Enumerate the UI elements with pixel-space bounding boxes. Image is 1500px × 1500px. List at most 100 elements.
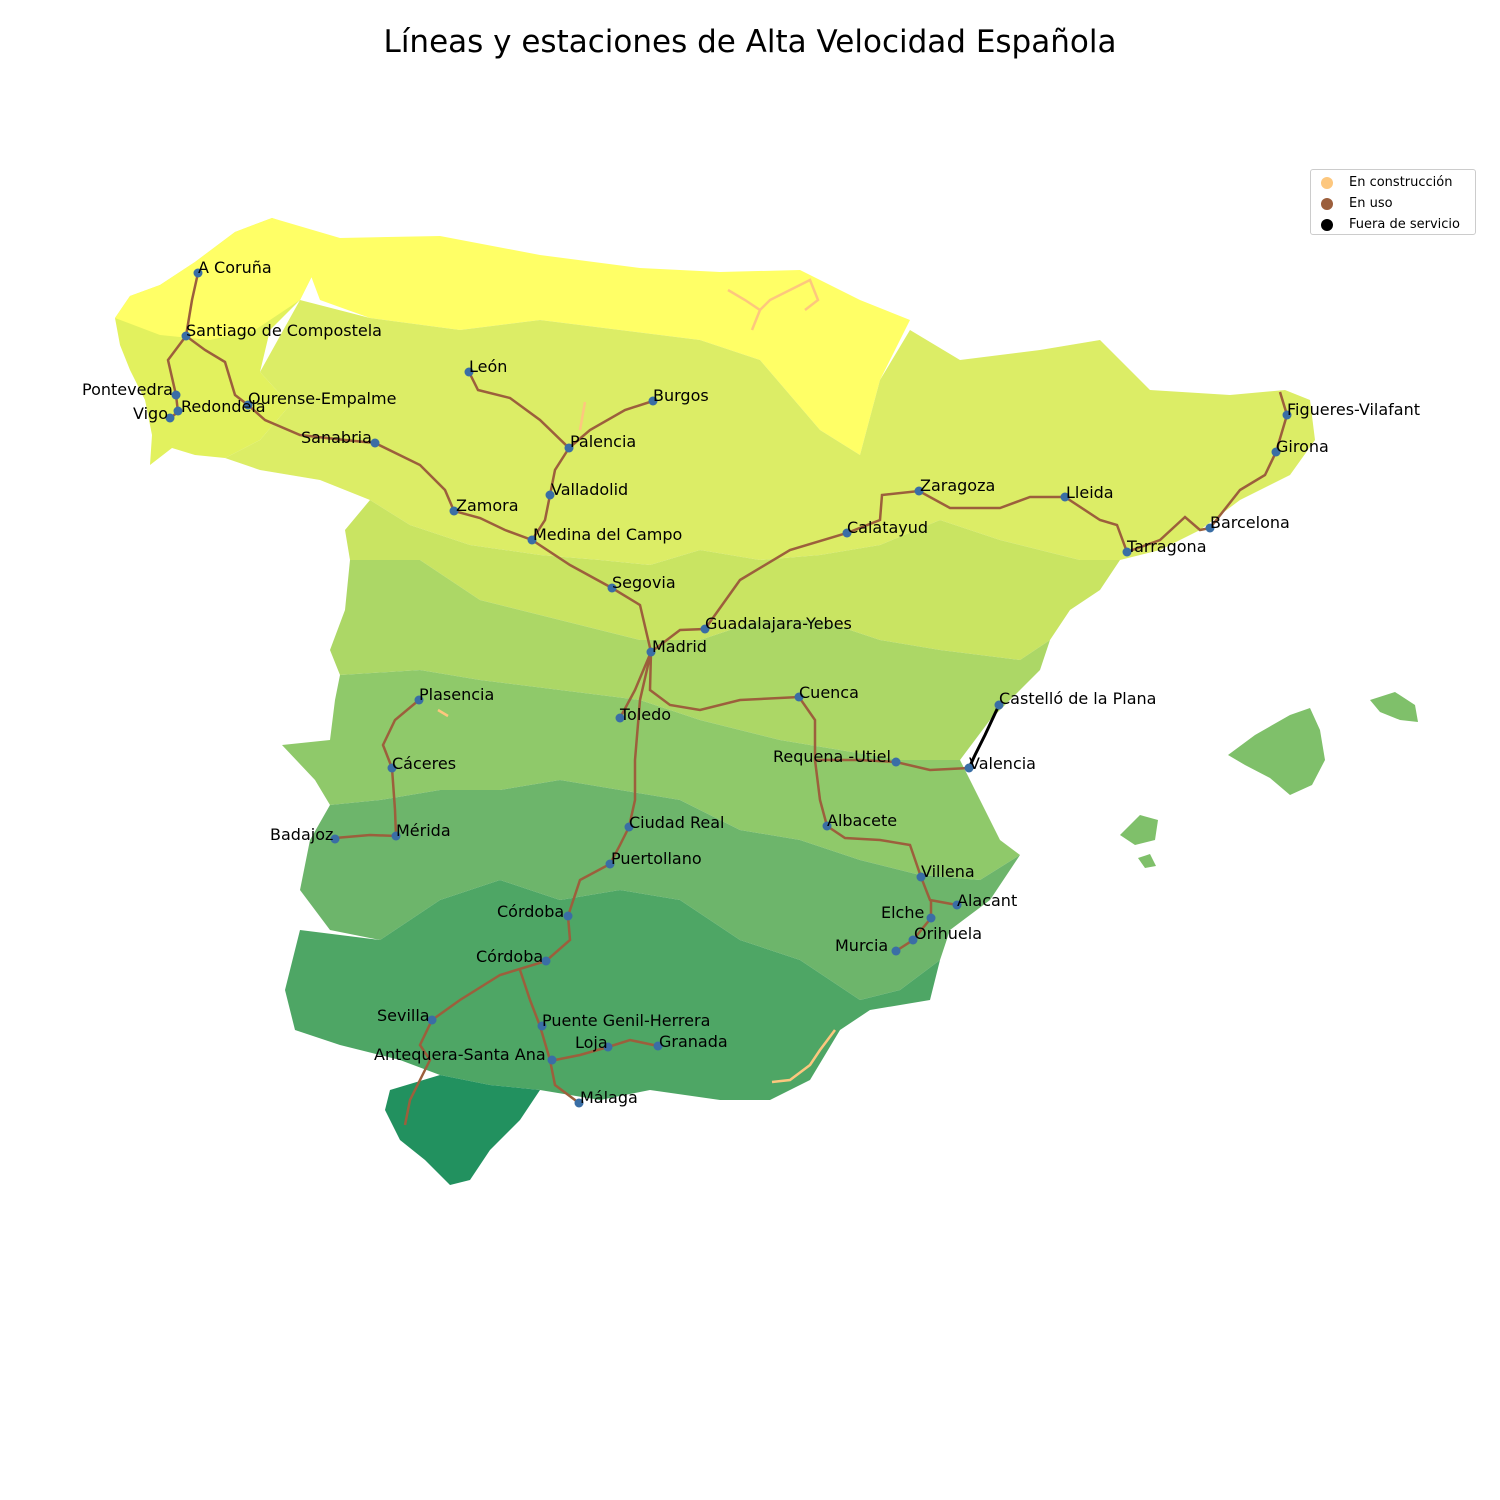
page-title: Líneas y estaciones de Alta Velocidad Es… [383, 24, 1117, 60]
station-dot[interactable] [563, 911, 573, 921]
region-mallorca [1228, 708, 1325, 795]
station-dot[interactable] [646, 647, 656, 657]
station-dot[interactable] [193, 268, 203, 278]
legend-item-en-construccion: En construcción [1317, 172, 1469, 193]
station-dot[interactable] [414, 695, 424, 705]
station-dot[interactable] [624, 822, 634, 832]
station-dot[interactable] [952, 900, 962, 910]
station-label: Girona [1276, 437, 1329, 456]
station-dot[interactable] [1271, 447, 1281, 457]
station-dot[interactable] [173, 406, 183, 416]
station-dot[interactable] [615, 713, 625, 723]
station-dot[interactable] [794, 692, 804, 702]
station-dot[interactable] [653, 1041, 663, 1051]
station-dot[interactable] [181, 331, 191, 341]
line-toledo [618, 651, 653, 719]
station-dot[interactable] [564, 443, 574, 453]
station-dot[interactable] [964, 763, 974, 773]
station-dot[interactable] [243, 400, 253, 410]
station-dot[interactable] [574, 1098, 584, 1108]
station-label: Albacete [827, 811, 897, 830]
station-dot[interactable] [370, 438, 380, 448]
station-dot[interactable] [330, 834, 340, 844]
station-label: Sanabria [301, 428, 372, 447]
station-label: Zamora [456, 496, 519, 515]
station-label: Tarragona [1126, 537, 1207, 556]
station-label: Ourense-Empalme [248, 389, 396, 408]
station-dot[interactable] [603, 1042, 613, 1052]
station-dot[interactable] [700, 624, 710, 634]
station-label: Antequera-Santa Ana [374, 1045, 546, 1064]
station-dot[interactable] [547, 1055, 557, 1065]
station-dot[interactable] [914, 486, 924, 496]
station-dot[interactable] [891, 946, 901, 956]
lines-en-construccion [437, 278, 836, 1084]
station-dot[interactable] [427, 1015, 437, 1025]
station-dot[interactable] [391, 831, 401, 841]
region-andalucia [285, 880, 940, 1100]
station-dot[interactable] [449, 506, 459, 516]
station-dot[interactable] [1282, 410, 1292, 420]
station-label: Vigo [133, 404, 168, 423]
station-dot[interactable] [464, 367, 474, 377]
station-labels: A Coruña Santiago de Compostela Ponteved… [82, 258, 1420, 1107]
station-dot[interactable] [994, 700, 1004, 710]
line-albacete-alicante [813, 759, 958, 907]
station-label: Alacant [957, 891, 1017, 910]
line-construccion-almeria [771, 1029, 836, 1084]
station-label: Santiago de Compostela [186, 321, 382, 340]
region-cantabrico [272, 218, 910, 455]
station-dot[interactable] [541, 956, 551, 966]
station-dot[interactable] [1060, 492, 1070, 502]
station-dot[interactable] [387, 763, 397, 773]
legend-label: Fuera de servicio [1349, 217, 1460, 232]
station-label: Plasencia [419, 685, 494, 704]
station-dot[interactable] [545, 490, 555, 500]
station-label: Castelló de la Plana [999, 689, 1156, 708]
legend-marker [1321, 197, 1333, 210]
station-dot[interactable] [842, 528, 852, 538]
station-dot[interactable] [1122, 547, 1132, 557]
station-label: Puertollano [611, 849, 702, 868]
legend-marker [1321, 176, 1333, 189]
station-label: Elche [881, 903, 924, 922]
station-label: Córdoba [476, 947, 543, 966]
station-label: Córdoba [497, 902, 564, 921]
station-label: Segovia [612, 573, 676, 592]
region-centro [330, 560, 1050, 760]
station-dot[interactable] [926, 913, 936, 923]
region-ibiza [1120, 815, 1158, 845]
legend-label: En uso [1349, 196, 1393, 211]
station-dot[interactable] [891, 757, 901, 767]
station-label: Mérida [396, 821, 451, 840]
station-dot[interactable] [648, 396, 658, 406]
station-dot[interactable] [908, 935, 918, 945]
station-label: Loja [575, 1033, 608, 1052]
legend-marker [1321, 218, 1333, 231]
station-dot[interactable] [171, 390, 181, 400]
station-dot[interactable] [537, 1021, 547, 1031]
line-construccion-plasencia [437, 708, 449, 718]
station-dot[interactable] [916, 872, 926, 882]
station-dot[interactable] [607, 583, 617, 593]
line-extremadura [334, 699, 420, 840]
station-label: Sevilla [377, 1006, 430, 1025]
station-dot[interactable] [822, 821, 832, 831]
station-label: Granada [659, 1032, 728, 1051]
station-dot[interactable] [527, 535, 537, 545]
station-dot[interactable] [605, 859, 615, 869]
station-label: Requena -Utiel [773, 747, 891, 766]
station-dot[interactable] [1205, 523, 1215, 533]
station-label: Cuenca [799, 683, 859, 702]
station-label: Palencia [570, 432, 636, 451]
station-dot[interactable] [165, 413, 175, 423]
station-label: León [469, 357, 507, 376]
station-label: Valencia [969, 754, 1036, 773]
region-menorca [1370, 692, 1418, 722]
line-construccion-palencia [578, 401, 587, 431]
line-fuera-castellon-valencia [967, 704, 1001, 769]
station-label: Villena [921, 862, 975, 881]
legend: En construcción En uso Fuera de servicio [1310, 169, 1476, 235]
station-label: Murcia [835, 936, 888, 955]
